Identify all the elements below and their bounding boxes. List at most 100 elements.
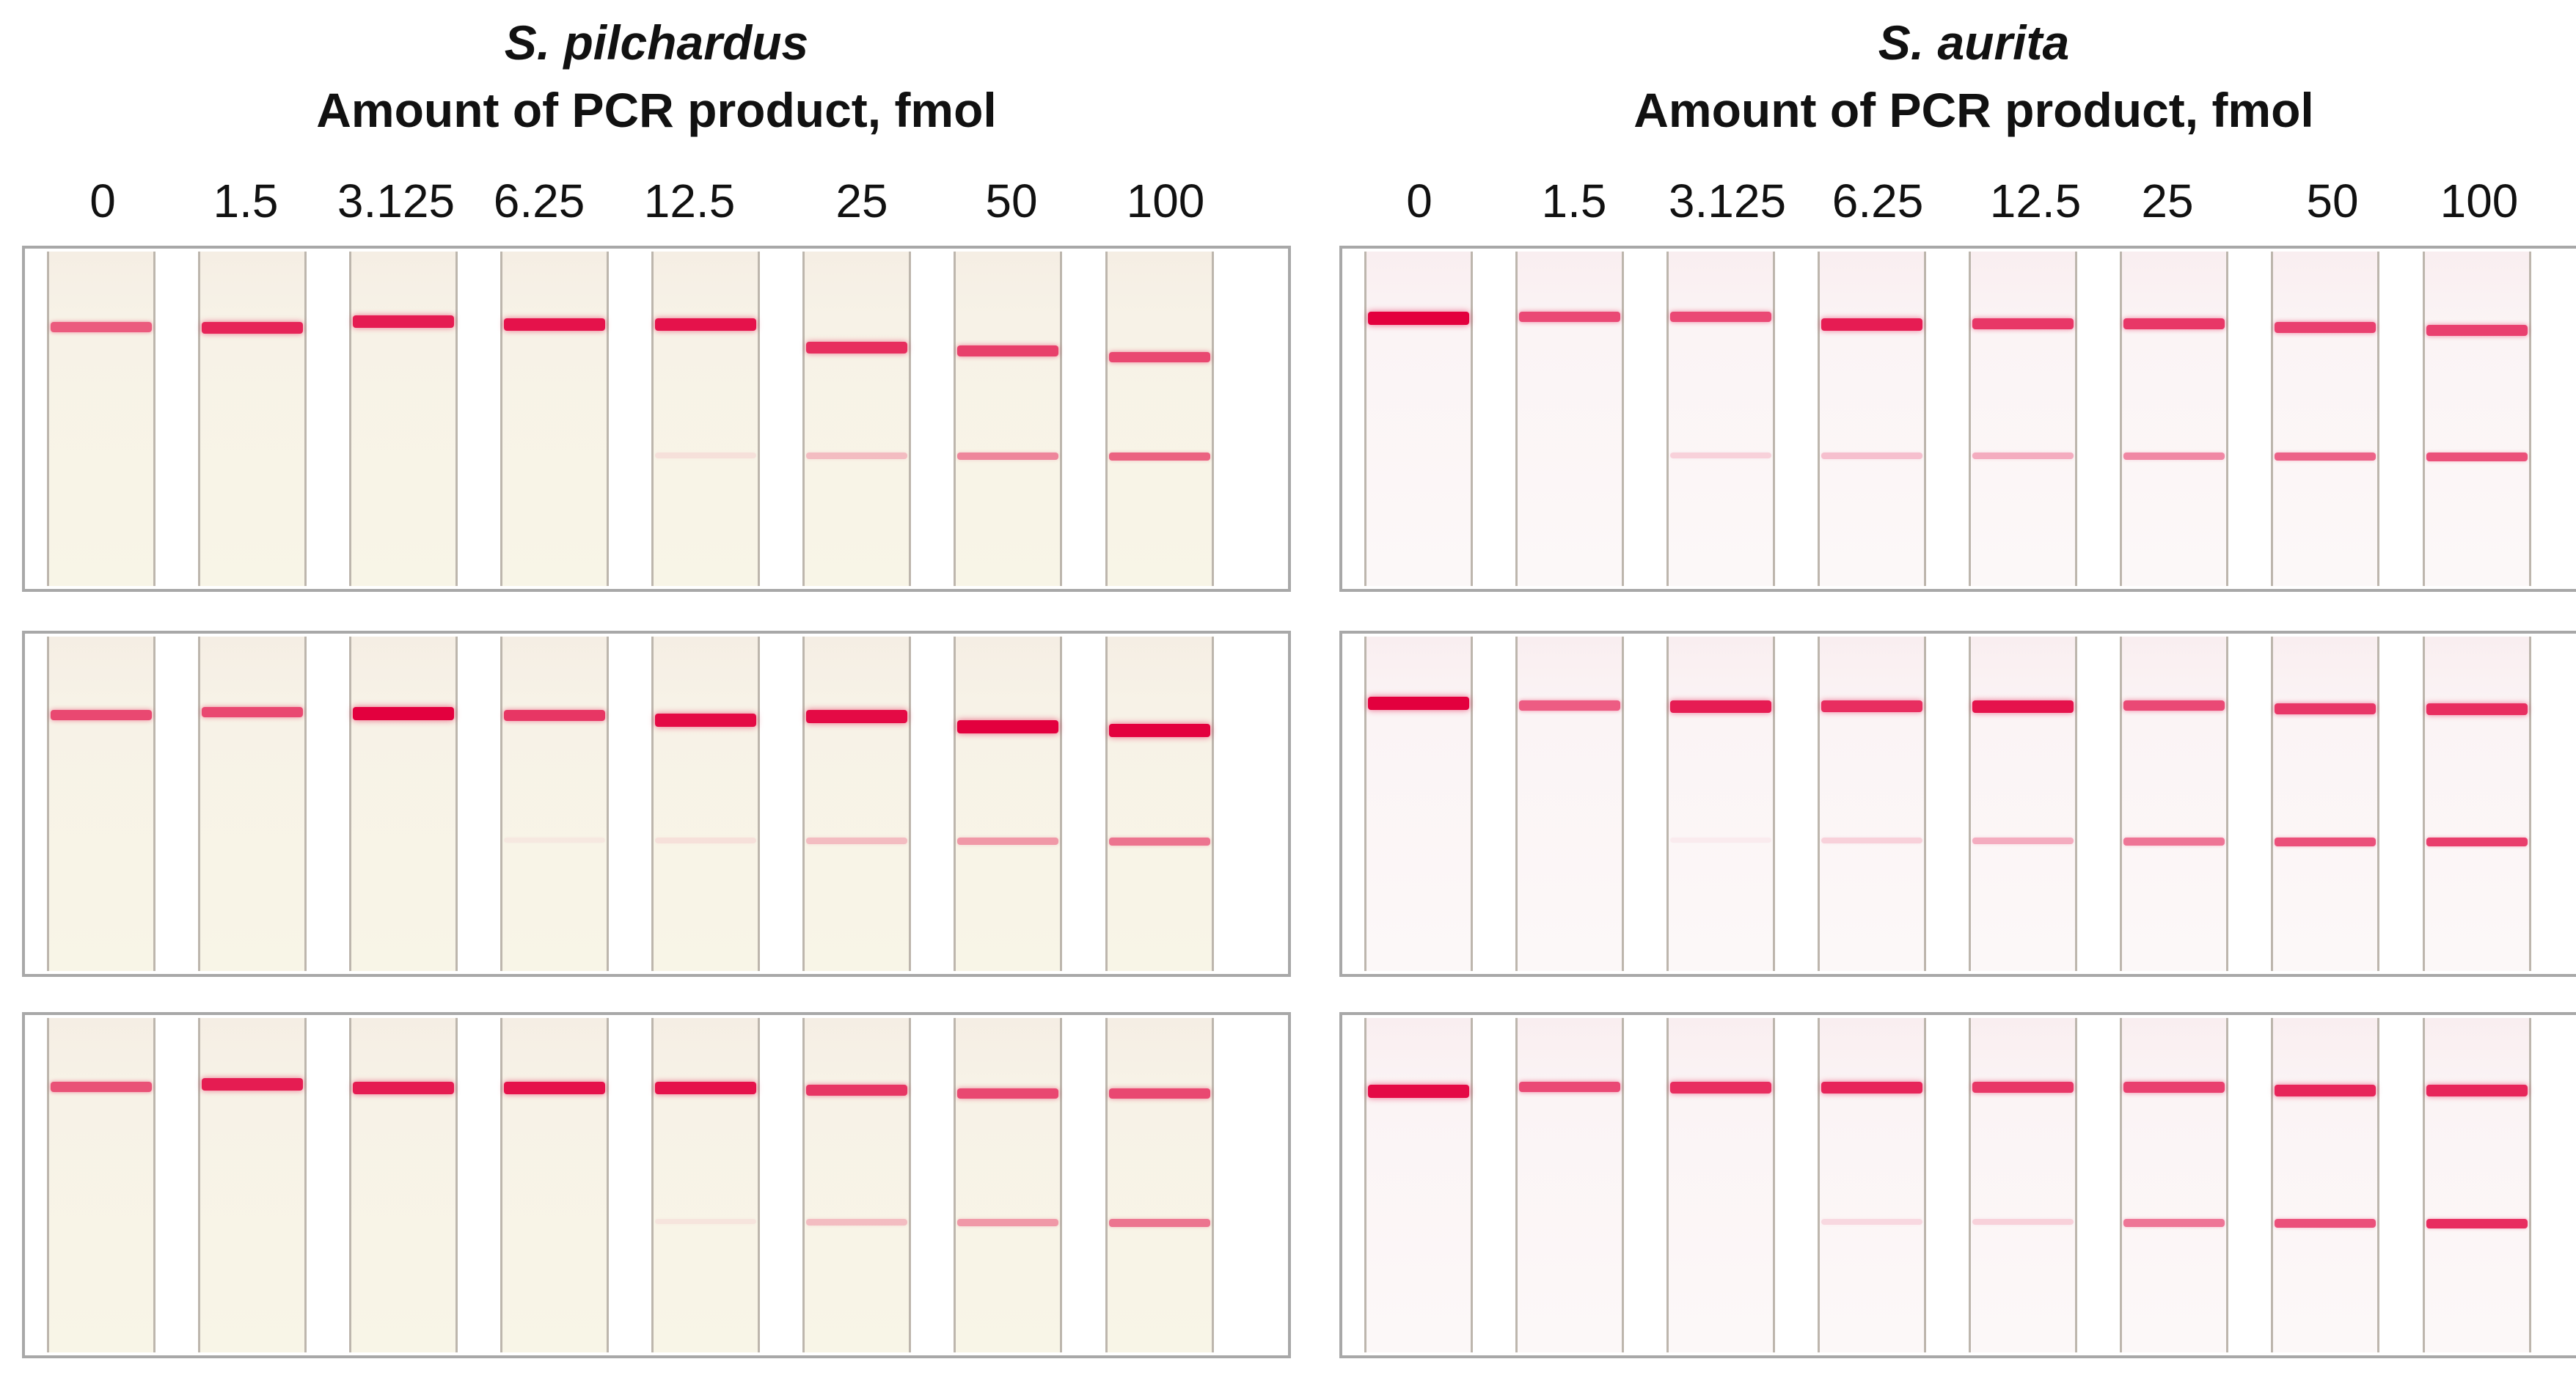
control-line — [957, 720, 1058, 733]
control-line — [655, 318, 756, 331]
test-line — [957, 838, 1058, 845]
panel-s-pilchardus: S. pilchardus Amount of PCR product, fmo… — [22, 0, 1291, 1381]
test-strip — [1515, 1018, 1624, 1352]
replicate-frame — [22, 1012, 1291, 1358]
control-line — [1368, 1085, 1469, 1098]
test-line — [1670, 453, 1771, 458]
control-line — [1670, 1082, 1771, 1094]
replicate-frame — [1339, 631, 2576, 977]
control-line — [1109, 724, 1210, 737]
control-line — [1821, 318, 1922, 331]
test-strip — [349, 1018, 458, 1352]
test-line — [2426, 838, 2528, 846]
control-line — [806, 1085, 907, 1096]
test-line — [2123, 453, 2225, 460]
test-strip — [198, 252, 307, 586]
test-line — [2426, 453, 2528, 461]
control-line — [1368, 312, 1469, 325]
test-strip — [2271, 252, 2379, 586]
control-line — [1821, 700, 1922, 712]
test-strip — [500, 1018, 609, 1352]
test-line — [2123, 838, 2225, 846]
test-strip — [651, 252, 760, 586]
control-line — [2275, 703, 2376, 714]
concentration-label: 25 — [2141, 175, 2194, 227]
test-strip — [1105, 1018, 1214, 1352]
control-line — [1109, 352, 1210, 362]
test-strip — [802, 252, 911, 586]
panel-subtitle: Amount of PCR product, fmol — [316, 83, 997, 137]
control-line — [1821, 1082, 1922, 1094]
control-line — [1519, 1082, 1620, 1092]
control-line — [1519, 312, 1620, 322]
test-line — [806, 1219, 907, 1226]
replicate-frame — [1339, 246, 2576, 592]
test-strip — [349, 637, 458, 971]
concentration-label: 3.125 — [1668, 175, 1787, 227]
concentration-label: 100 — [2440, 175, 2519, 227]
test-line — [1821, 1219, 1922, 1225]
test-strip — [1364, 252, 1473, 586]
control-line — [51, 322, 152, 332]
control-line — [2275, 322, 2376, 333]
test-strip — [954, 252, 1062, 586]
concentration-label: 25 — [835, 175, 888, 227]
control-line — [1519, 700, 1620, 711]
control-line — [353, 707, 454, 720]
test-line — [1109, 453, 1210, 461]
test-strip — [1969, 252, 2077, 586]
test-line — [957, 1219, 1058, 1226]
test-line — [1109, 838, 1210, 846]
control-line — [353, 315, 454, 328]
test-strip — [2423, 252, 2531, 586]
test-strip — [1818, 1018, 1926, 1352]
test-line — [655, 838, 756, 843]
species-title: S. aurita — [1878, 15, 2070, 70]
control-line — [1109, 1088, 1210, 1099]
control-line — [504, 1082, 605, 1094]
control-line — [2426, 325, 2528, 336]
test-strip — [802, 1018, 911, 1352]
test-strip — [2120, 637, 2228, 971]
test-strip — [1515, 252, 1624, 586]
control-line — [2123, 318, 2225, 329]
concentration-label: 1.5 — [213, 175, 279, 227]
control-line — [353, 1082, 454, 1094]
concentration-label: 6.25 — [493, 175, 585, 227]
concentration-label: 1.5 — [1541, 175, 1607, 227]
test-line — [1821, 838, 1922, 843]
control-line — [504, 318, 605, 331]
test-line — [1670, 838, 1771, 843]
control-line — [51, 710, 152, 720]
test-line — [1109, 1219, 1210, 1227]
test-line — [2275, 1219, 2376, 1228]
control-line — [2275, 1085, 2376, 1096]
test-strip — [47, 252, 155, 586]
test-strip — [1105, 637, 1214, 971]
concentration-label: 50 — [985, 175, 1038, 227]
concentration-label: 12.5 — [1989, 175, 2082, 227]
panel-s-aurita: S. aurita Amount of PCR product, fmol 0 … — [1339, 0, 2576, 1381]
test-strip — [1105, 252, 1214, 586]
test-line — [1821, 453, 1922, 459]
test-line — [957, 453, 1058, 460]
control-line — [655, 1082, 756, 1094]
test-strip — [1364, 637, 1473, 971]
test-strip — [651, 637, 760, 971]
control-line — [2123, 700, 2225, 711]
concentration-label: 12.5 — [643, 175, 736, 227]
control-line — [1670, 312, 1771, 322]
concentration-label: 0 — [1406, 175, 1432, 227]
replicate-frame — [22, 631, 1291, 977]
test-line — [806, 838, 907, 844]
test-strip — [2423, 1018, 2531, 1352]
control-line — [202, 707, 303, 717]
test-strip — [1666, 252, 1775, 586]
test-strip — [651, 1018, 760, 1352]
control-line — [1972, 318, 2074, 329]
concentration-label: 100 — [1126, 175, 1205, 227]
control-line — [957, 345, 1058, 356]
test-strip — [2423, 637, 2531, 971]
test-strip — [2120, 252, 2228, 586]
test-strip — [47, 637, 155, 971]
